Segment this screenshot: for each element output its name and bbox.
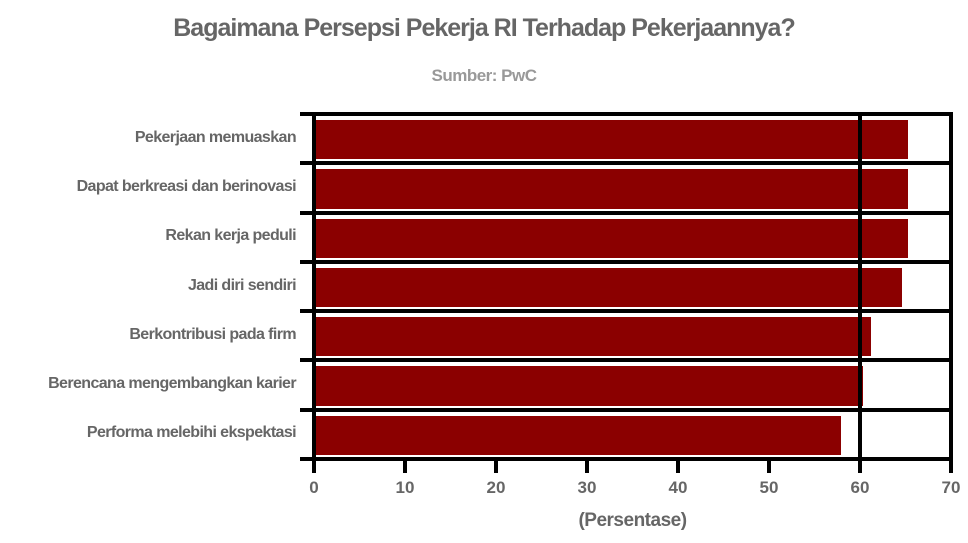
y-axis-line — [312, 112, 316, 473]
bar — [316, 120, 909, 160]
x-tick-mark — [858, 457, 862, 473]
chart-subtitle: Sumber: PwC — [431, 66, 537, 85]
plot-area — [300, 112, 953, 473]
band-separator-line — [300, 358, 951, 363]
band-separator-line — [300, 259, 951, 264]
band-separator-line — [300, 407, 951, 412]
x-axis-label: (Persentase) — [578, 510, 687, 531]
gridline — [858, 112, 862, 459]
x-tick-mark — [585, 457, 589, 473]
y-category-label: Berencana mengembangkan karier — [48, 375, 297, 393]
x-tick-label: 40 — [668, 478, 688, 497]
bar — [316, 366, 863, 406]
x-axis-line — [300, 457, 951, 461]
bar — [316, 218, 909, 258]
x-tick-label: 20 — [486, 478, 506, 497]
bar — [316, 267, 902, 308]
bar — [316, 169, 909, 209]
x-tick-label: 60 — [850, 478, 870, 497]
y-category-label: Dapat berkreasi dan berinovasi — [76, 177, 297, 195]
x-tick-label: 10 — [395, 478, 415, 497]
x-tick-label: 0 — [309, 478, 319, 497]
y-category-label: Performa melebihi ekspektasi — [86, 424, 297, 442]
x-tick-label: 50 — [759, 478, 779, 497]
band-separator-line — [300, 161, 951, 166]
y-category-label: Berkontribusi pada firm — [129, 325, 296, 343]
bar — [316, 415, 841, 455]
y-category-label: Rekan kerja peduli — [165, 227, 296, 245]
x-tick-mark — [676, 457, 680, 473]
band-separator-line — [300, 210, 951, 215]
band-separator-line — [300, 309, 951, 314]
chart-title: Bagaimana Persepsi Pekerja RI Terhadap P… — [173, 14, 795, 42]
plot-right-border — [949, 112, 953, 459]
x-tick-label: 30 — [577, 478, 597, 497]
y-category-label: Jadi diri sendiri — [187, 276, 297, 294]
bar — [316, 317, 871, 357]
x-tick-label: 70 — [941, 478, 961, 497]
x-tick-mark — [949, 457, 953, 473]
band-separator-line — [300, 112, 951, 116]
x-tick-mark — [403, 457, 407, 473]
x-tick-mark — [312, 457, 316, 473]
x-tick-mark — [494, 457, 498, 473]
x-tick-mark — [767, 457, 771, 473]
y-category-label: Pekerjaan memuaskan — [134, 128, 297, 146]
